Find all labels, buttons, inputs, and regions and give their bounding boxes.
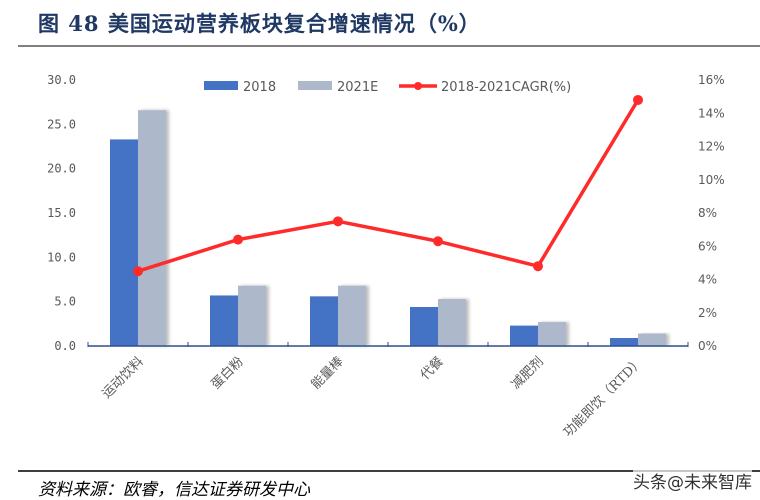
x-axis-category-label: 减肥剂 (509, 354, 547, 392)
left-axis-tick-label: 30.0 (47, 73, 76, 87)
right-y-axis: 0% 2% 4% 6% 8% 10% 12% 14% 16% (698, 73, 725, 353)
right-axis-tick-label: 6% (698, 239, 717, 253)
right-axis-tick-label: 10% (698, 173, 725, 187)
bar-2021e (238, 285, 266, 346)
right-axis-tick-label: 2% (698, 306, 717, 320)
x-axis-category-label: 功能即饮（RTD） (561, 354, 647, 440)
bar-2018 (410, 306, 438, 346)
cagr-line-series (133, 94, 643, 277)
left-axis-tick-label: 20.0 (47, 162, 76, 176)
cagr-point-marker (333, 216, 343, 227)
bar-series (110, 110, 666, 346)
chart-legend: 2018 2021E 2018-2021CAGR(%) (204, 80, 571, 95)
title-divider (18, 45, 760, 47)
right-axis-tick-label: 8% (698, 206, 717, 220)
right-axis-tick-label: 16% (698, 73, 725, 87)
bar-2021e (438, 299, 466, 346)
x-axis-category-label: 能量棒 (309, 354, 347, 392)
left-axis-tick-label: 5.0 (54, 295, 76, 309)
cagr-point-marker (633, 94, 643, 105)
left-y-axis: 0.0 5.0 10.0 15.0 20.0 25.0 30.0 (47, 73, 76, 353)
bar-2018 (310, 296, 338, 346)
legend-swatch-2021e (298, 81, 332, 90)
chart-canvas: 0.0 5.0 10.0 15.0 20.0 25.0 30.0 0% 2% 4% 6% 8% 10%… (47, 73, 725, 441)
right-axis-tick-label: 4% (698, 273, 717, 287)
cagr-line (137, 99, 640, 273)
bar-2018 (510, 325, 538, 346)
watermark: 头条@未来智库 (633, 468, 752, 493)
cagr-point-marker (233, 234, 243, 245)
bar-2018 (210, 295, 238, 346)
legend-swatch-2018 (204, 81, 238, 90)
footer-divider (18, 470, 760, 472)
chart-title: 图 48 美国运动营养板块复合增速情况（%） (38, 11, 481, 36)
bar-2021e (138, 110, 166, 346)
bar-2018 (610, 338, 638, 346)
left-axis-tick-label: 0.0 (54, 339, 76, 353)
legend-label-2018: 2018 (243, 80, 276, 95)
x-axis (87, 342, 689, 347)
x-axis-category-label: 运动饮料 (99, 354, 146, 401)
x-axis-labels: 运动饮料 蛋白粉 能量棒 代餐 减肥剂 功能即饮（RTD） (99, 354, 646, 441)
x-axis-category-label: 代餐 (417, 354, 447, 384)
x-axis-category-label: 蛋白粉 (208, 354, 247, 393)
left-axis-tick-label: 15.0 (47, 206, 76, 220)
left-axis-tick-label: 10.0 (47, 250, 76, 264)
bar-2021e (638, 333, 666, 346)
cagr-point-marker (133, 266, 143, 277)
bar-2021e (538, 322, 566, 346)
source-note: 资料来源：欧睿，信达证券研发中心 (38, 480, 310, 500)
right-axis-tick-label: 14% (698, 106, 725, 120)
legend-label-cagr: 2018-2021CAGR(%) (441, 80, 571, 95)
cagr-point-marker (533, 261, 543, 272)
right-axis-tick-label: 12% (698, 140, 725, 154)
legend-label-2021e: 2021E (337, 80, 378, 95)
bar-2021e (338, 285, 366, 346)
bar-2018 (110, 139, 138, 346)
legend-marker-cagr (414, 82, 422, 90)
left-axis-tick-label: 25.0 (47, 117, 76, 131)
right-axis-tick-label: 0% (698, 339, 717, 353)
cagr-point-marker (433, 236, 443, 247)
